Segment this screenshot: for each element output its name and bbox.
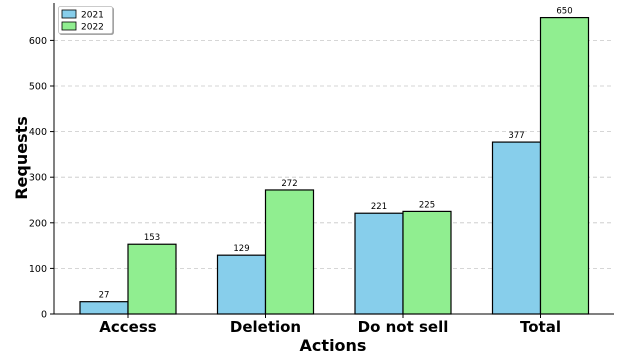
y-tick-label: 600 <box>29 36 47 47</box>
y-ticks: 0 100 200 300 400 500 600 <box>29 36 54 321</box>
bar-2022-do-not-sell <box>402 210 452 315</box>
y-tick-label: 0 <box>41 310 47 321</box>
data-label: 27 <box>99 291 110 301</box>
x-axis-title: Actions <box>300 336 367 355</box>
legend: 2021 2022 <box>58 6 113 34</box>
data-label: 377 <box>508 131 524 141</box>
bar-2021-access <box>79 301 129 315</box>
data-label: 272 <box>281 179 297 189</box>
bar-2022-total <box>539 16 590 315</box>
x-tick-label: Access <box>99 318 156 336</box>
y-tick-label: 200 <box>29 218 47 229</box>
bar-2021-deletion <box>216 254 267 315</box>
y-tick-label: 400 <box>29 127 47 138</box>
bar-2021-do-not-sell <box>354 212 404 315</box>
data-label: 129 <box>233 244 249 254</box>
legend-swatch-2022 <box>61 21 77 31</box>
grid-lines <box>54 39 614 269</box>
y-axis-title: Requests <box>12 116 31 200</box>
bar-2021-total <box>491 141 542 315</box>
data-label: 153 <box>144 233 160 243</box>
y-tick-label: 100 <box>29 264 47 275</box>
x-tick-label: Total <box>520 318 561 336</box>
x-tick-label: Deletion <box>230 318 301 336</box>
legend-swatch-2021 <box>61 9 77 19</box>
x-tick-label: Do not sell <box>358 318 449 336</box>
axes <box>53 3 614 315</box>
x-ticks: Access Deletion Do not sell Total <box>99 314 561 336</box>
y-tick-label: 500 <box>29 81 47 92</box>
legend-label: 2022 <box>81 23 104 33</box>
data-label: 225 <box>419 200 435 210</box>
bar-2022-access <box>127 243 177 315</box>
legend-label: 2021 <box>81 11 104 21</box>
data-label: 221 <box>371 202 387 212</box>
bar-2022-deletion <box>264 189 315 315</box>
data-label: 650 <box>556 7 572 17</box>
y-tick-label: 300 <box>29 173 47 184</box>
bars <box>79 16 590 315</box>
data-labels: 27 129 221 377 153 272 225 650 <box>99 7 573 301</box>
